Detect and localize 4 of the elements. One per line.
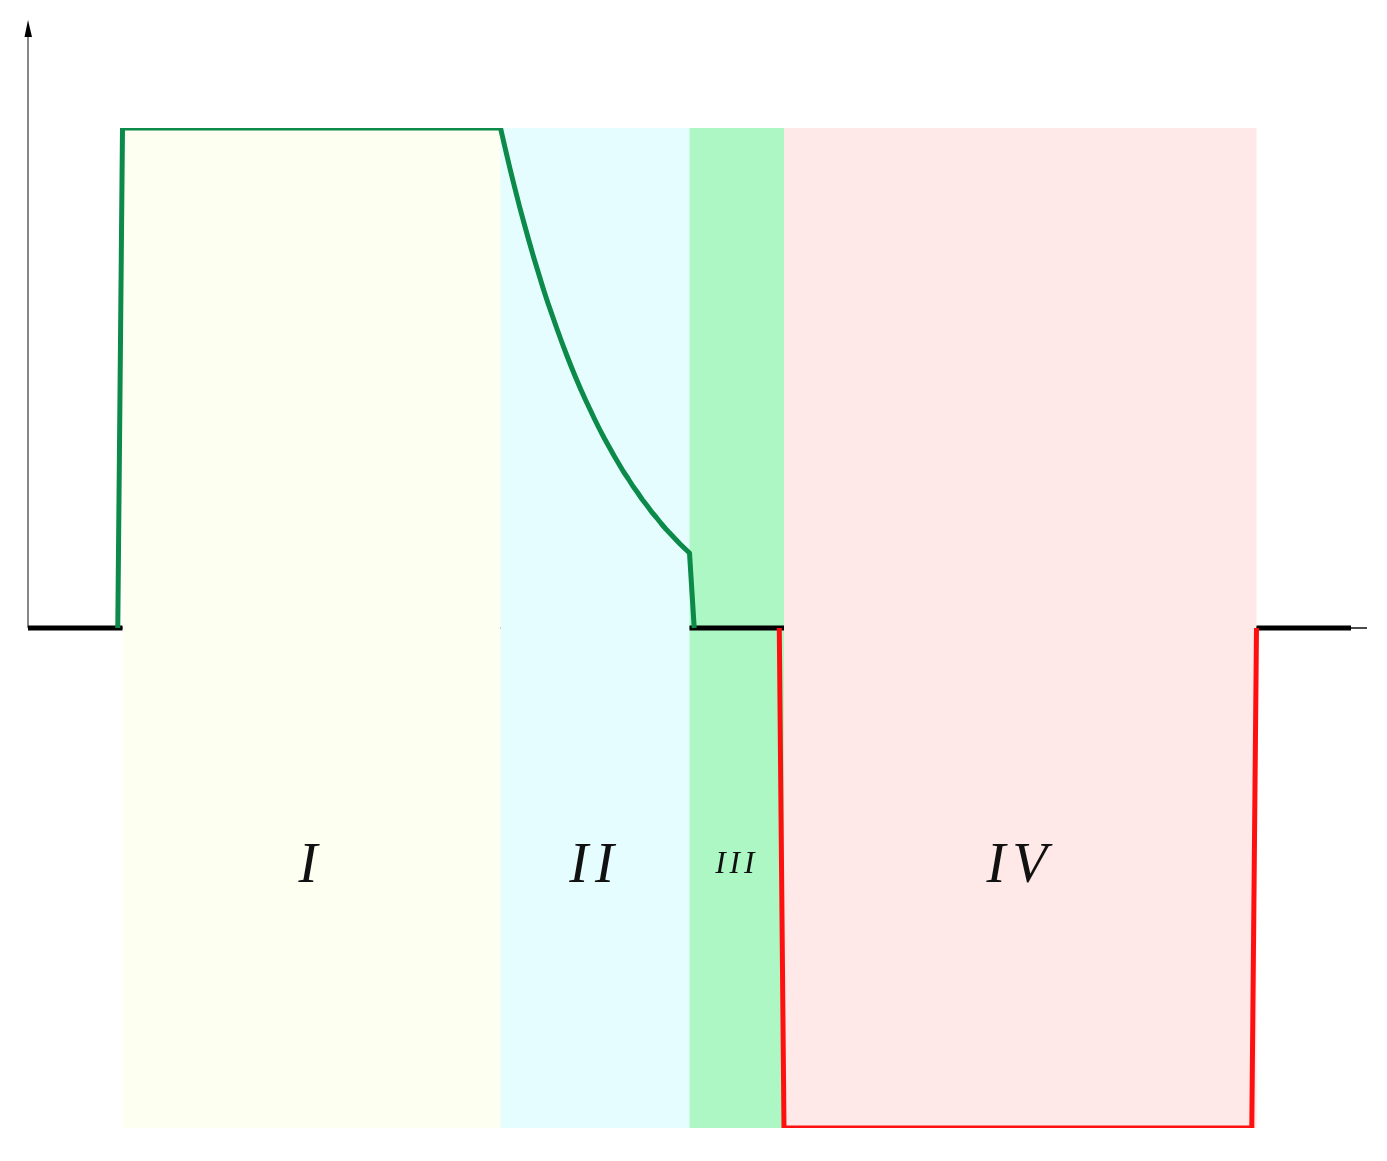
annotation: III (714, 844, 759, 880)
annotation: IV (985, 830, 1054, 894)
annotation: II (568, 830, 621, 894)
annotation: I (297, 830, 325, 894)
